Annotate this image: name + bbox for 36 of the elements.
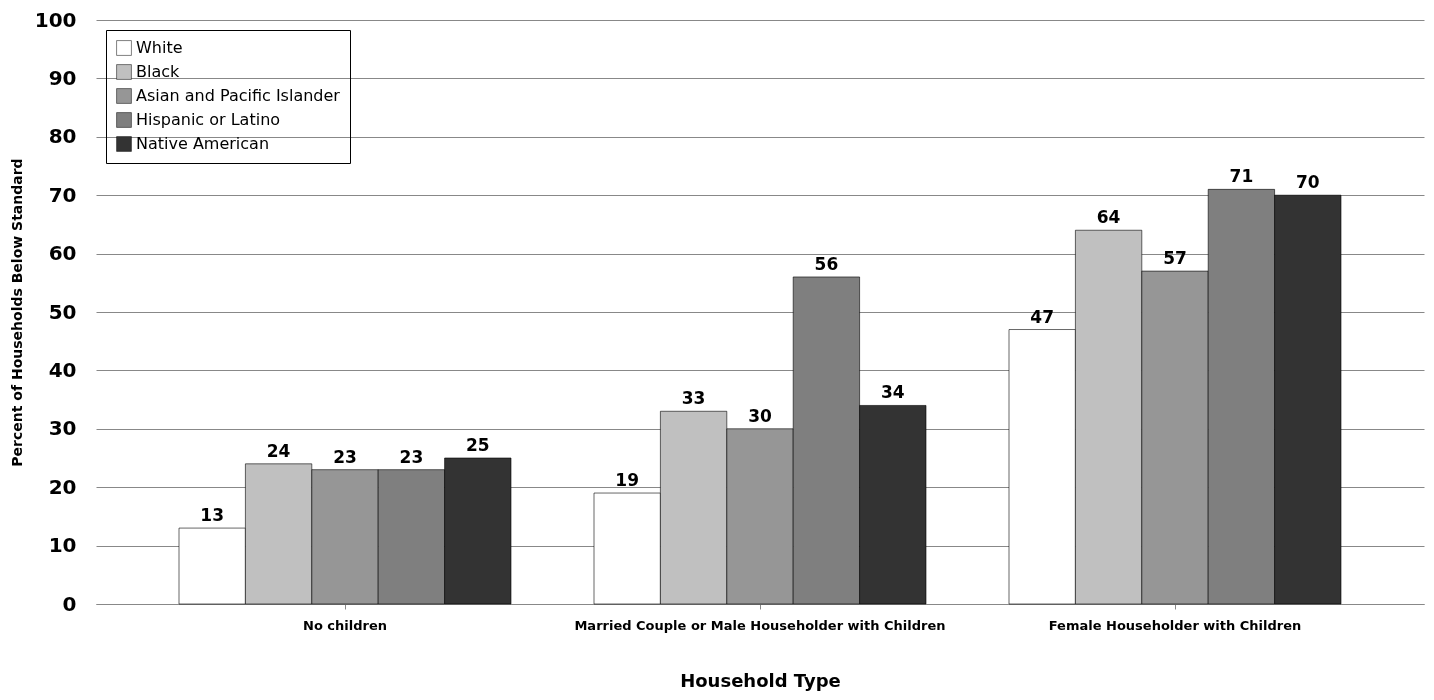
data-label: 30 (748, 405, 772, 426)
y-tick-label: 20 (48, 474, 77, 499)
y-tick-label: 0 (62, 591, 77, 616)
legend-label: Black (136, 62, 181, 81)
y-tick-label: 30 (48, 416, 77, 441)
data-label: 13 (200, 505, 225, 526)
x-tick-label: Married Couple or Male Householder with Children (574, 617, 946, 633)
data-label: 24 (266, 440, 291, 461)
data-label: 33 (681, 388, 706, 409)
data-label: 70 (1295, 172, 1320, 193)
y-tick-label: 90 (48, 65, 77, 90)
data-label: 57 (1163, 248, 1187, 269)
y-tick-label: 100 (34, 7, 77, 32)
legend-label: Hispanic or Latino (136, 110, 281, 129)
data-label: 64 (1096, 207, 1121, 228)
data-label: 23 (333, 446, 357, 467)
x-axis-title: Household Type (680, 669, 841, 691)
legend-label: White (136, 38, 183, 57)
y-tick-label: 10 (48, 533, 77, 558)
y-tick-label: 40 (48, 357, 77, 382)
data-label: 47 (1030, 306, 1055, 327)
data-label: 56 (814, 253, 839, 274)
legend-label: Asian and Pacific Islander (136, 86, 341, 105)
data-label: 25 (465, 435, 490, 455)
y-tick-label: 60 (48, 241, 77, 266)
y-tick-label: 50 (48, 299, 77, 324)
y-tick-label: 70 (48, 182, 77, 207)
x-tick-label: No children (303, 617, 387, 633)
data-label: 23 (399, 446, 424, 467)
data-label: 34 (880, 382, 905, 403)
y-tick-label: 80 (48, 124, 77, 149)
legend-label: Native American (136, 134, 270, 153)
data-label: 19 (615, 470, 640, 491)
data-label: 71 (1229, 166, 1254, 187)
y-axis-title: Percent of Households Below Standard (8, 158, 25, 467)
x-tick-label: Female Householder with Children (1048, 617, 1302, 633)
